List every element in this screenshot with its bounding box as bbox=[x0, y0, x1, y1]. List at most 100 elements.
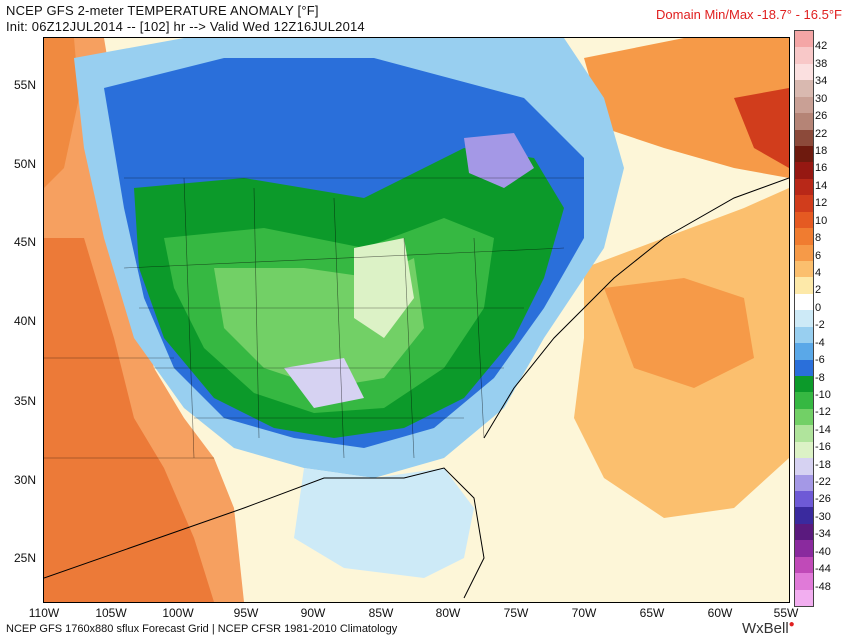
cold-core-quebec bbox=[464, 133, 534, 188]
color-scale-label: 6 bbox=[815, 249, 822, 262]
color-scale-label: 34 bbox=[815, 75, 828, 88]
warm-southwest-core bbox=[44, 238, 214, 602]
anomaly-map-canvas bbox=[44, 38, 789, 602]
color-scale-label: 26 bbox=[815, 110, 828, 123]
color-scale-cell bbox=[795, 195, 813, 213]
color-scale-cell bbox=[795, 573, 813, 591]
color-scale-cell bbox=[795, 80, 813, 98]
color-scale-cell bbox=[795, 113, 813, 131]
color-scale-label: 16 bbox=[815, 162, 828, 175]
lat-label: 45N bbox=[14, 235, 37, 249]
lon-label: 80W bbox=[435, 606, 461, 620]
color-scale-cell bbox=[795, 540, 813, 558]
warm-labrador-region bbox=[584, 38, 789, 178]
color-scale-label: -14 bbox=[815, 423, 831, 436]
color-scale-label: 38 bbox=[815, 57, 828, 70]
gulf-light-region bbox=[294, 468, 474, 578]
anomaly-map bbox=[43, 37, 790, 603]
warm-northwest-region bbox=[44, 38, 79, 188]
color-scale-cell bbox=[795, 96, 813, 114]
color-scale-cell bbox=[795, 556, 813, 574]
color-scale-cell bbox=[795, 589, 813, 607]
data-source-footer: NCEP GFS 1760x880 sflux Forecast Grid | … bbox=[6, 623, 398, 635]
color-scale-label: -48 bbox=[815, 580, 831, 593]
color-scale-label: -34 bbox=[815, 528, 831, 541]
lon-label: 85W bbox=[368, 606, 394, 620]
lon-label: 100W bbox=[162, 606, 194, 620]
color-scale-label: -6 bbox=[815, 354, 825, 367]
atlantic-coastline bbox=[483, 177, 789, 439]
color-scale-cell bbox=[795, 261, 813, 278]
color-scale-label: -12 bbox=[815, 406, 831, 419]
color-scale-label: -26 bbox=[815, 493, 831, 506]
color-scale-label: 2 bbox=[815, 284, 822, 297]
cold-core-lake-michigan bbox=[354, 238, 414, 338]
color-scale-label: 14 bbox=[815, 179, 828, 192]
color-scale-label: -30 bbox=[815, 510, 831, 523]
lon-label: 90W bbox=[300, 606, 326, 620]
domain-minmax: Domain Min/Max -18.7° - 16.5°F bbox=[656, 7, 842, 22]
color-scale-label: 30 bbox=[815, 92, 828, 105]
color-scale-cell bbox=[795, 146, 813, 163]
warm-newfoundland-core bbox=[734, 88, 789, 168]
wxbell-logo: WxBell● bbox=[742, 619, 795, 637]
color-scale-bar bbox=[794, 30, 814, 607]
color-scale-cell bbox=[795, 458, 813, 476]
lon-label: 110W bbox=[28, 606, 60, 620]
lat-label: 30N bbox=[14, 473, 37, 487]
color-scale-cell bbox=[795, 293, 813, 311]
color-scale-label: -4 bbox=[815, 336, 825, 349]
color-scale-label: 10 bbox=[815, 214, 828, 227]
color-scale-label: -16 bbox=[815, 441, 831, 454]
color-scale-label: 12 bbox=[815, 197, 828, 210]
color-scale-cell bbox=[795, 343, 813, 361]
color-scale-cell bbox=[795, 277, 813, 295]
color-scale-cell bbox=[795, 47, 813, 65]
color-scale-cell bbox=[795, 425, 813, 443]
color-scale-label: 0 bbox=[815, 301, 822, 314]
color-scale-cell bbox=[795, 178, 813, 196]
cold-core-lower-mississippi bbox=[284, 358, 364, 408]
brand-dot-icon: ● bbox=[788, 619, 795, 630]
color-scale-cell bbox=[795, 310, 813, 328]
color-scale-label: -22 bbox=[815, 476, 831, 489]
color-scale-label: 8 bbox=[815, 232, 822, 245]
color-scale-cell bbox=[795, 211, 813, 229]
lon-label: 105W bbox=[95, 606, 127, 620]
color-scale-cell bbox=[795, 228, 813, 246]
map-title: NCEP GFS 2-meter TEMPERATURE ANOMALY [°F… bbox=[6, 3, 319, 18]
color-scale-label: 42 bbox=[815, 40, 828, 53]
color-scale-cell bbox=[795, 63, 813, 81]
state-boundaries bbox=[44, 177, 584, 459]
lat-label: 25N bbox=[14, 551, 37, 565]
color-scale-label: 22 bbox=[815, 127, 828, 140]
color-scale-cell bbox=[795, 507, 813, 525]
color-scale-cell bbox=[795, 244, 813, 262]
color-scale-label: -44 bbox=[815, 563, 831, 576]
color-scale-label: 4 bbox=[815, 266, 822, 279]
color-scale-cell bbox=[795, 523, 813, 541]
color-scale-cell bbox=[795, 129, 813, 147]
lat-label: 35N bbox=[14, 394, 37, 408]
lon-label: 65W bbox=[639, 606, 665, 620]
lon-label: 70W bbox=[571, 606, 597, 620]
color-scale-cell bbox=[795, 392, 813, 410]
lat-label: 55N bbox=[14, 78, 37, 92]
color-scale-label: -2 bbox=[815, 319, 825, 332]
lat-label: 40N bbox=[14, 314, 37, 328]
init-valid-line: Init: 06Z12JUL2014 -- [102] hr --> Valid… bbox=[6, 19, 365, 34]
color-scale-cell bbox=[795, 31, 813, 48]
lon-label: 95W bbox=[233, 606, 259, 620]
color-scale-label: -40 bbox=[815, 545, 831, 558]
color-scale-cell bbox=[795, 441, 813, 459]
lon-label: 55W bbox=[773, 606, 799, 620]
color-scale-cell bbox=[795, 162, 813, 180]
warm-atlantic-core bbox=[604, 278, 754, 388]
color-scale-label: -10 bbox=[815, 388, 831, 401]
lat-label: 50N bbox=[14, 157, 37, 171]
color-scale-cell bbox=[795, 326, 813, 344]
color-scale-label: -18 bbox=[815, 458, 831, 471]
gulf-coastline bbox=[44, 467, 485, 599]
color-scale-cell bbox=[795, 491, 813, 508]
color-scale-label: -8 bbox=[815, 371, 825, 384]
